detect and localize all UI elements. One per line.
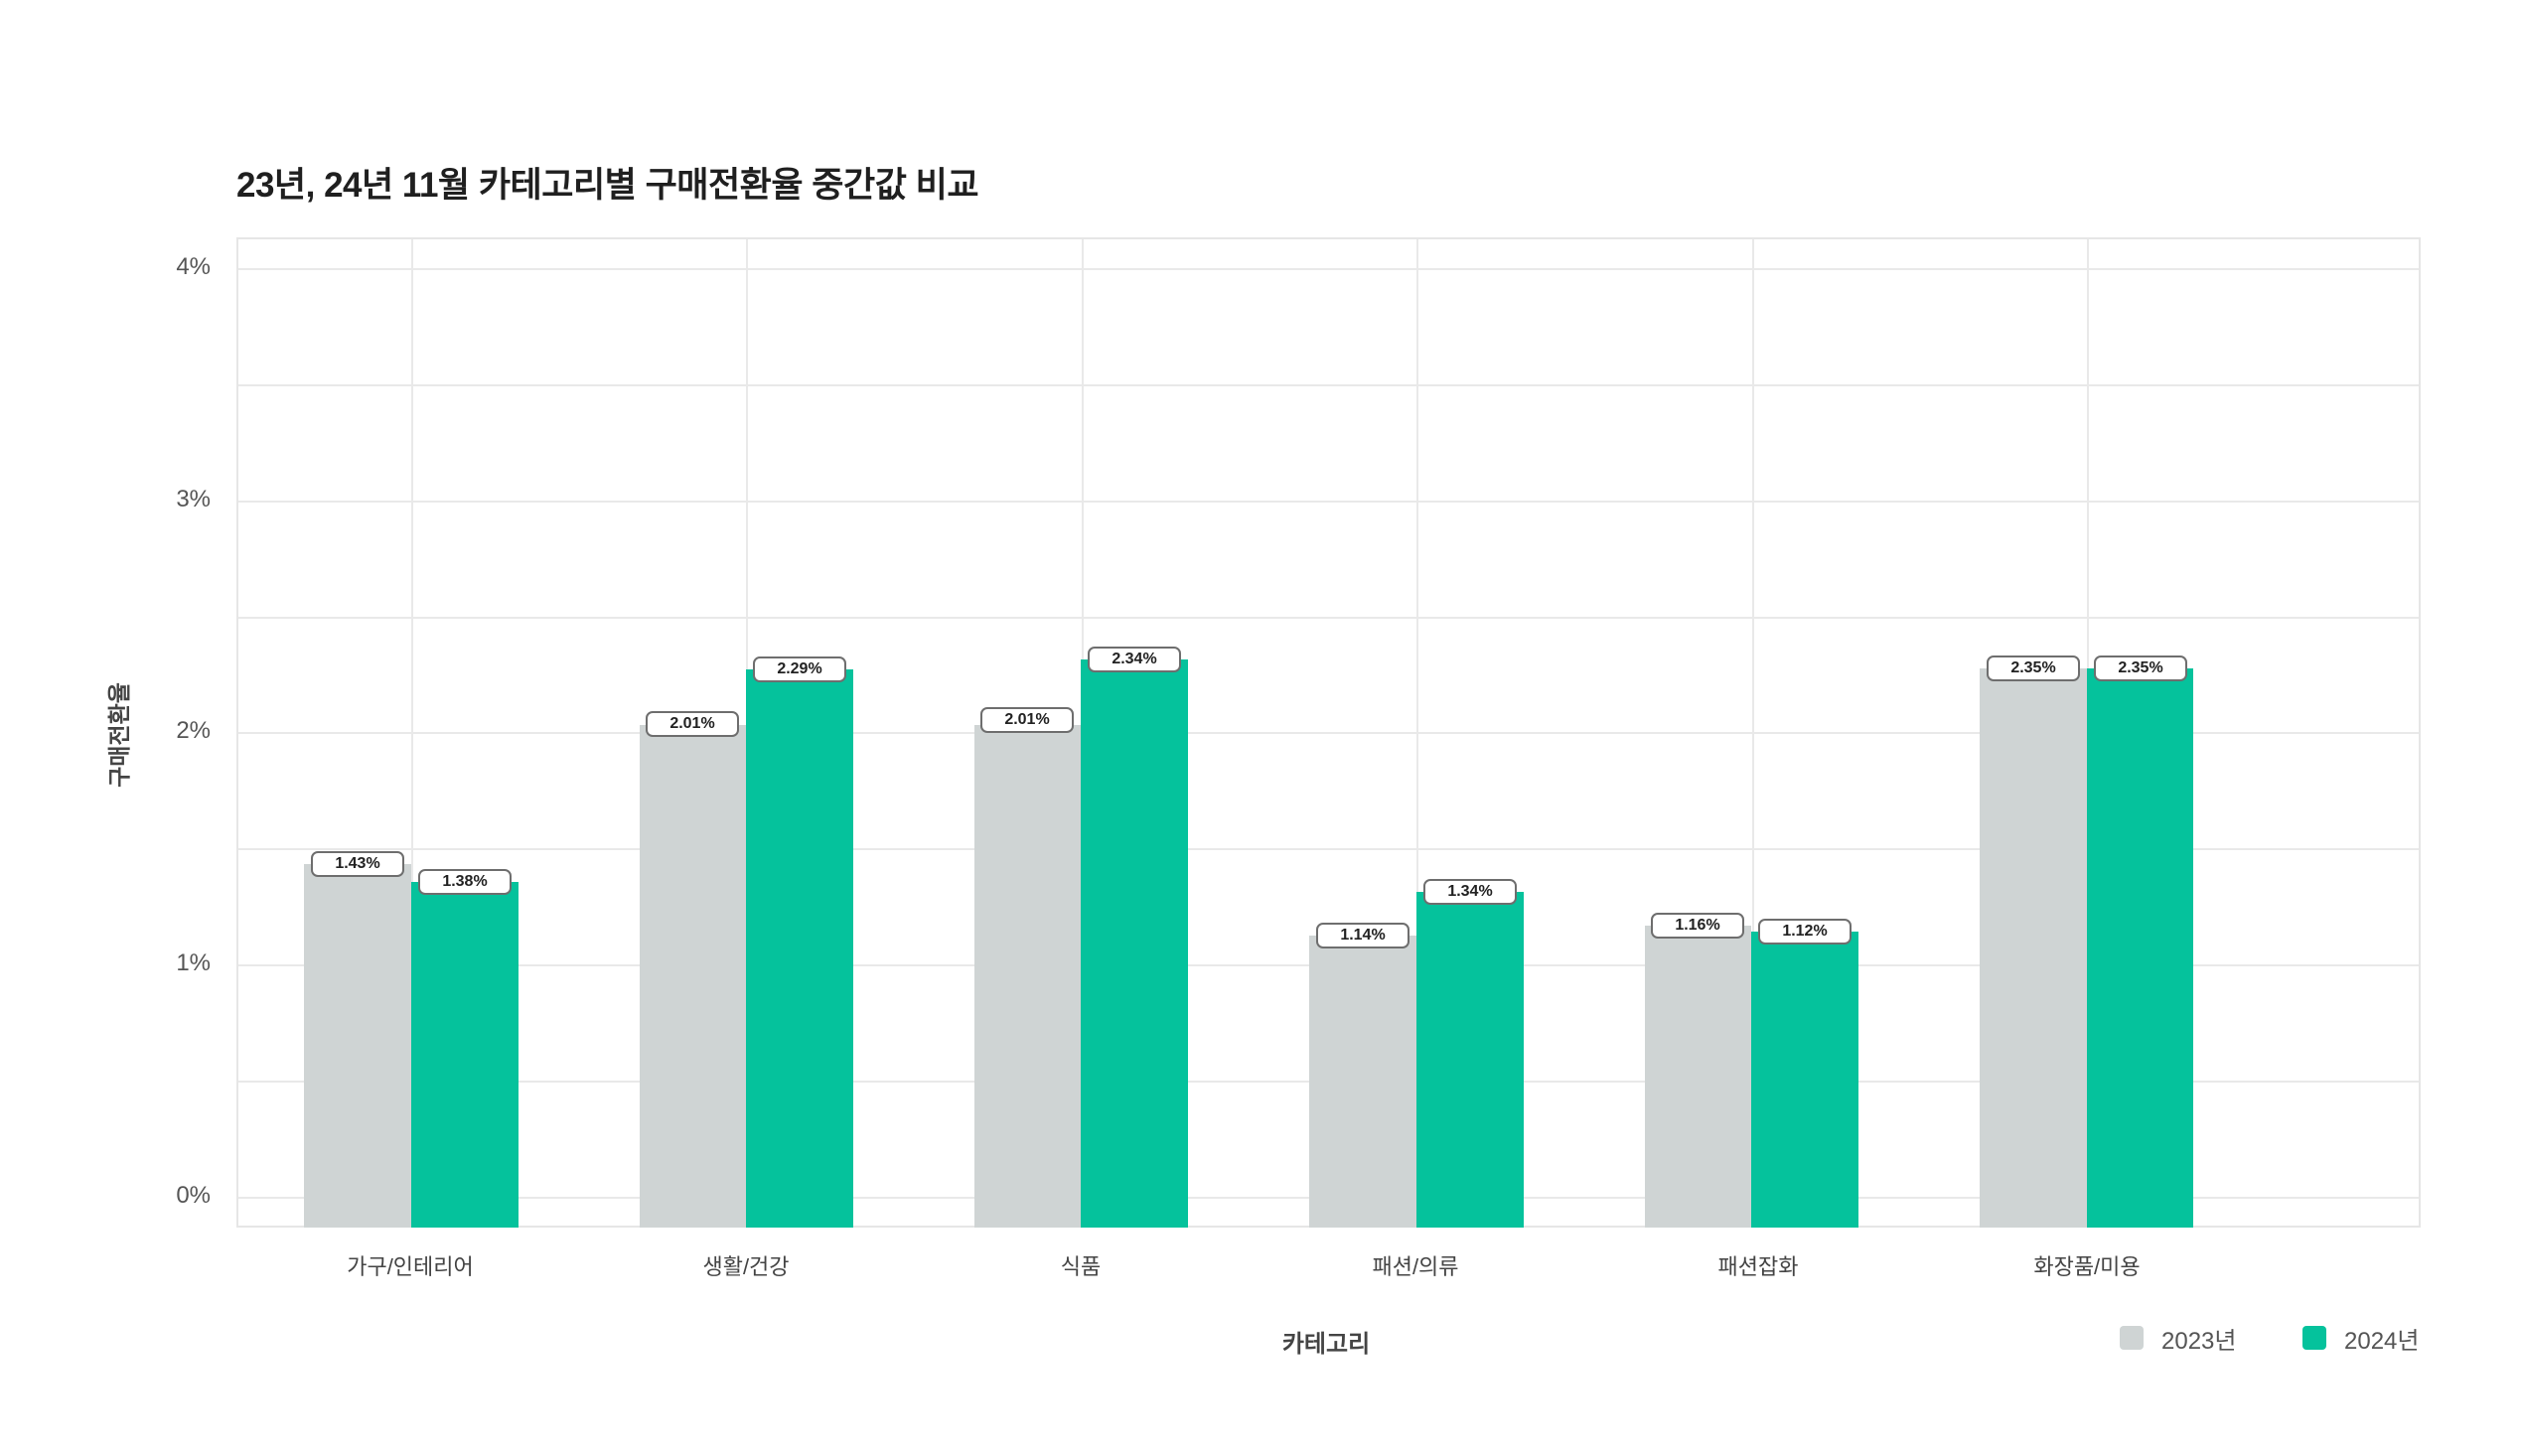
bar-2023-living-health[interactable]: [640, 725, 746, 1228]
legend-label: 2024년: [2344, 1327, 2420, 1355]
x-axis-title: 카테고리: [1281, 1331, 1371, 1358]
gridline-3-5: [238, 384, 2419, 386]
x-tick-label: 식품: [1060, 1254, 1102, 1279]
value-label: 1.12%: [1758, 919, 1852, 945]
bar-2024-fashion-accessories[interactable]: [1751, 932, 1858, 1228]
value-label: 1.14%: [1316, 923, 1409, 948]
y-tick-1: 1%: [176, 949, 211, 976]
y-tick-2: 2%: [176, 717, 211, 744]
legend-item-2024[interactable]: 2024년: [2302, 1324, 2419, 1355]
value-label: 2.29%: [753, 656, 846, 682]
value-label: 1.43%: [311, 851, 404, 877]
bar-2024-food[interactable]: [1081, 659, 1188, 1228]
x-tick-label: 화장품/미용: [2033, 1254, 2141, 1279]
bar-2023-cosmetics[interactable]: [1980, 668, 2087, 1228]
gridline-3: [238, 501, 2419, 503]
bar-2023-fashion-accessories[interactable]: [1645, 926, 1751, 1228]
value-label: 2.34%: [1088, 647, 1181, 672]
x-tick-label: 가구/인테리어: [347, 1254, 474, 1279]
y-tick-3: 3%: [176, 486, 211, 512]
value-label: 2.35%: [2094, 655, 2187, 681]
bar-2024-fashion-clothing[interactable]: [1416, 892, 1524, 1228]
value-label: 1.38%: [418, 869, 512, 895]
y-tick-0: 0%: [176, 1182, 211, 1209]
gridline-4: [238, 268, 2419, 270]
value-label: 2.01%: [646, 711, 739, 737]
x-tick-label: 생활/건강: [702, 1254, 790, 1279]
x-tick-label: 패션잡화: [1717, 1254, 1799, 1279]
legend-swatch-icon: [2120, 1326, 2144, 1350]
gridline-1-5: [238, 848, 2419, 850]
vgridline: [1416, 239, 1418, 1226]
vgridline: [1752, 239, 1754, 1226]
value-label: 1.16%: [1651, 913, 1744, 939]
vgridline: [411, 239, 413, 1226]
bar-2024-cosmetics[interactable]: [2087, 668, 2193, 1228]
value-label: 1.34%: [1423, 879, 1517, 905]
bar-2023-furniture[interactable]: [304, 864, 411, 1228]
value-label: 2.01%: [980, 707, 1074, 733]
gridline-2-5: [238, 617, 2419, 619]
y-axis-title: 구매전환율: [106, 682, 132, 788]
gridline-2: [238, 732, 2419, 734]
x-tick-label: 패션/의류: [1372, 1254, 1459, 1279]
bar-2023-fashion-clothing[interactable]: [1309, 936, 1416, 1228]
bar-2023-food[interactable]: [974, 725, 1081, 1228]
legend-label: 2023년: [2161, 1327, 2237, 1355]
y-tick-4: 4%: [176, 253, 211, 280]
legend-swatch-icon: [2302, 1326, 2326, 1350]
bar-2024-living-health[interactable]: [746, 669, 853, 1228]
chart-title: 23년, 24년 11월 카테고리별 구매전환율 중간값 비교: [236, 166, 979, 205]
legend-item-2023[interactable]: 2023년: [2120, 1324, 2236, 1355]
value-label: 2.35%: [1987, 655, 2080, 681]
bar-2024-furniture[interactable]: [411, 882, 519, 1228]
